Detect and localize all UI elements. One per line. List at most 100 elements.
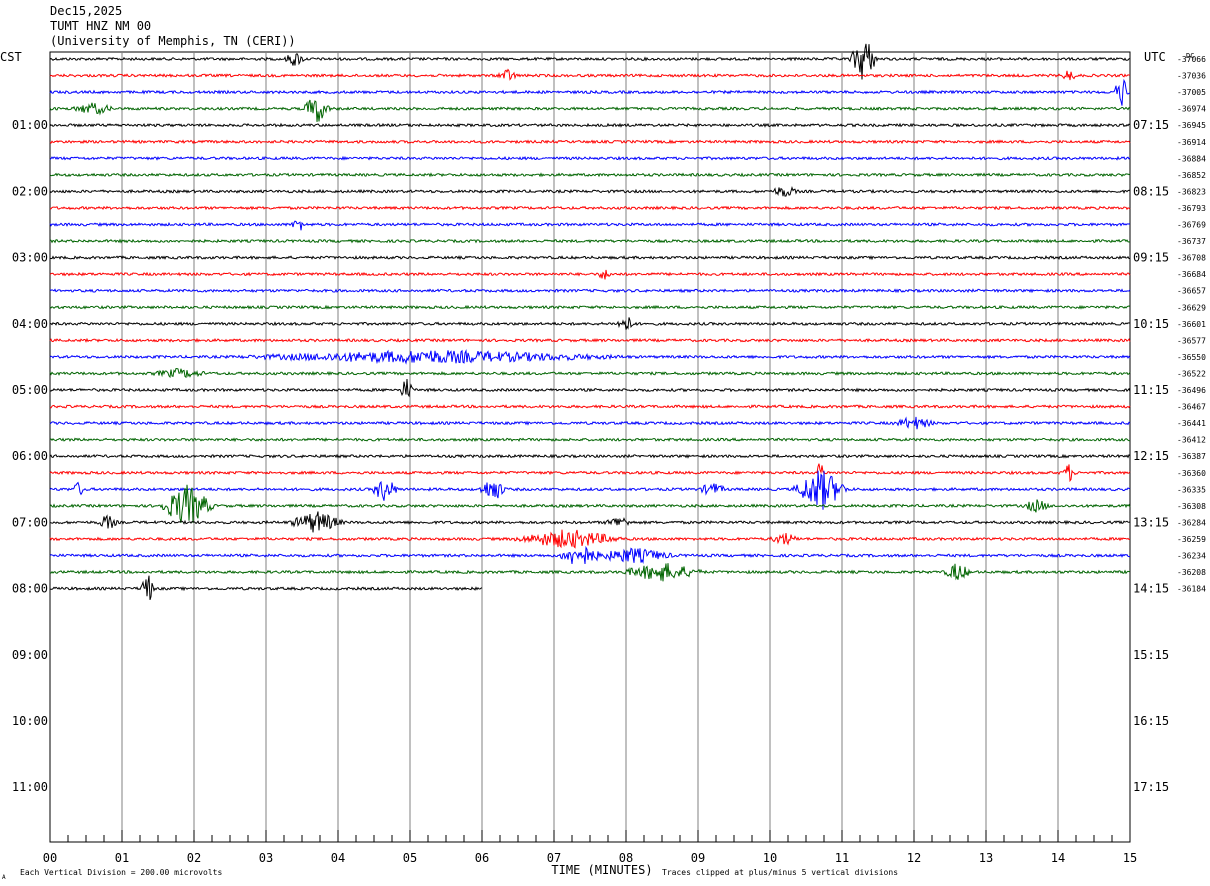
seismic-trace [49,337,1131,343]
trace-offset-label: -36308 [1177,502,1206,511]
hour-label-left: 09:00 [12,648,48,662]
trace-offset-label: -36577 [1177,336,1206,345]
seismic-trace [49,349,1131,365]
trace-offset-label: -36208 [1177,568,1206,577]
hour-label-right: 10:15 [1133,317,1169,331]
trace-offset-label: -36793 [1177,204,1206,213]
dc-label: DC [1186,52,1194,60]
seismic-trace [50,255,1131,261]
x-tick-label: 01 [115,851,129,865]
seismic-trace [49,416,1131,430]
right-timezone-label: UTC [1144,50,1166,64]
trace-offset-label: -36852 [1177,171,1206,180]
hour-label-left: 05:00 [12,383,48,397]
trace-offset-label: -36184 [1177,585,1206,594]
seismic-trace [49,122,1131,128]
x-tick-label: 12 [907,851,921,865]
x-tick-label: 03 [259,851,273,865]
seismic-trace [49,317,1131,330]
seismic-trace [49,463,1131,483]
seismic-trace [49,575,483,600]
station-label: TUMT HNZ NM 00 [50,19,152,33]
x-tick-label: 09 [691,851,705,865]
x-tick-label: 02 [187,851,201,865]
trace-offset-label: -36974 [1177,105,1206,114]
trace-offset-label: -36657 [1177,287,1206,296]
hour-label-right: 09:15 [1133,251,1169,265]
network-label: (University of Memphis, TN (CERI)) [50,34,296,48]
x-tick-label: 11 [835,851,849,865]
trace-offset-label: -36708 [1177,254,1206,263]
hour-label-right: 11:15 [1133,383,1169,397]
seismic-trace [49,155,1131,161]
scale-note: Each Vertical Division = 200.00 microvol… [20,868,222,877]
hour-label-left: 11:00 [12,780,48,794]
seismic-trace [49,304,1131,310]
seismic-trace [49,529,1131,549]
trace-offset-label: -36441 [1177,419,1206,428]
seismic-trace [49,238,1131,244]
corner-mark: A [2,874,6,881]
seismic-trace [49,220,1131,231]
hour-label-left: 04:00 [12,317,48,331]
seismic-trace [49,545,1130,565]
trace-offset-label: -36945 [1177,121,1206,130]
hour-label-left: 03:00 [12,251,48,265]
seismic-trace [49,288,1131,294]
trace-offset-label: -36823 [1177,187,1206,196]
hour-label-right: 13:15 [1133,515,1169,529]
trace-offset-label: -36684 [1177,270,1206,279]
left-timezone-label: CST [0,50,22,64]
seismic-trace [49,186,1131,197]
x-tick-label: 10 [763,851,777,865]
trace-offset-label: -37036 [1177,72,1206,81]
trace-offset-label: -37005 [1177,88,1206,97]
trace-offset-label: -36914 [1177,138,1206,147]
seismic-trace [50,511,1131,533]
hour-label-right: 08:15 [1133,184,1169,198]
seismic-trace [49,68,1131,81]
trace-offset-label: -36467 [1177,403,1206,412]
trace-offset-label: -36234 [1177,552,1206,561]
trace-offset-label: -36387 [1177,452,1206,461]
clip-note: Traces clipped at plus/minus 5 vertical … [662,868,898,877]
x-tick-label: 15 [1123,851,1137,865]
x-tick-label: 06 [475,851,489,865]
hour-label-left: 10:00 [12,714,48,728]
trace-offset-label: -36629 [1177,303,1206,312]
seismic-trace [49,367,1131,379]
x-axis-title: TIME (MINUTES) [551,863,652,877]
seismic-trace [49,484,1131,523]
hour-label-right: 14:15 [1133,582,1169,596]
trace-offset-label: -36360 [1177,469,1206,478]
seismic-trace [49,139,1131,145]
trace-offset-label: -36284 [1177,518,1206,527]
seismic-trace [49,378,1131,398]
date-label: Dec15,2025 [50,4,123,18]
x-tick-label: 00 [43,851,57,865]
x-tick-label: 13 [979,851,993,865]
hour-label-left: 01:00 [12,118,48,132]
trace-offset-label: -36335 [1177,485,1206,494]
x-tick-label: 04 [331,851,345,865]
x-tick-label: 08 [619,851,633,865]
hour-label-right: 07:15 [1133,118,1169,132]
seismic-trace [49,404,1131,410]
trace-offset-label: -36550 [1177,353,1206,362]
trace-offset-label: -36601 [1177,320,1206,329]
x-tick-label: 07 [547,851,561,865]
trace-offset-label: -37066 [1177,55,1206,64]
x-tick-label: 05 [403,851,417,865]
seismic-trace [49,43,1131,80]
hour-label-right: 15:15 [1133,648,1169,662]
x-tick-label: 14 [1051,851,1065,865]
trace-offset-label: -36496 [1177,386,1206,395]
hour-label-right: 16:15 [1133,714,1169,728]
trace-offset-label: -36737 [1177,237,1206,246]
seismic-trace [49,205,1131,211]
trace-offset-label: -36412 [1177,436,1206,445]
seismic-trace [49,172,1131,178]
trace-offset-label: -36259 [1177,535,1206,544]
seismic-trace [49,563,1130,582]
